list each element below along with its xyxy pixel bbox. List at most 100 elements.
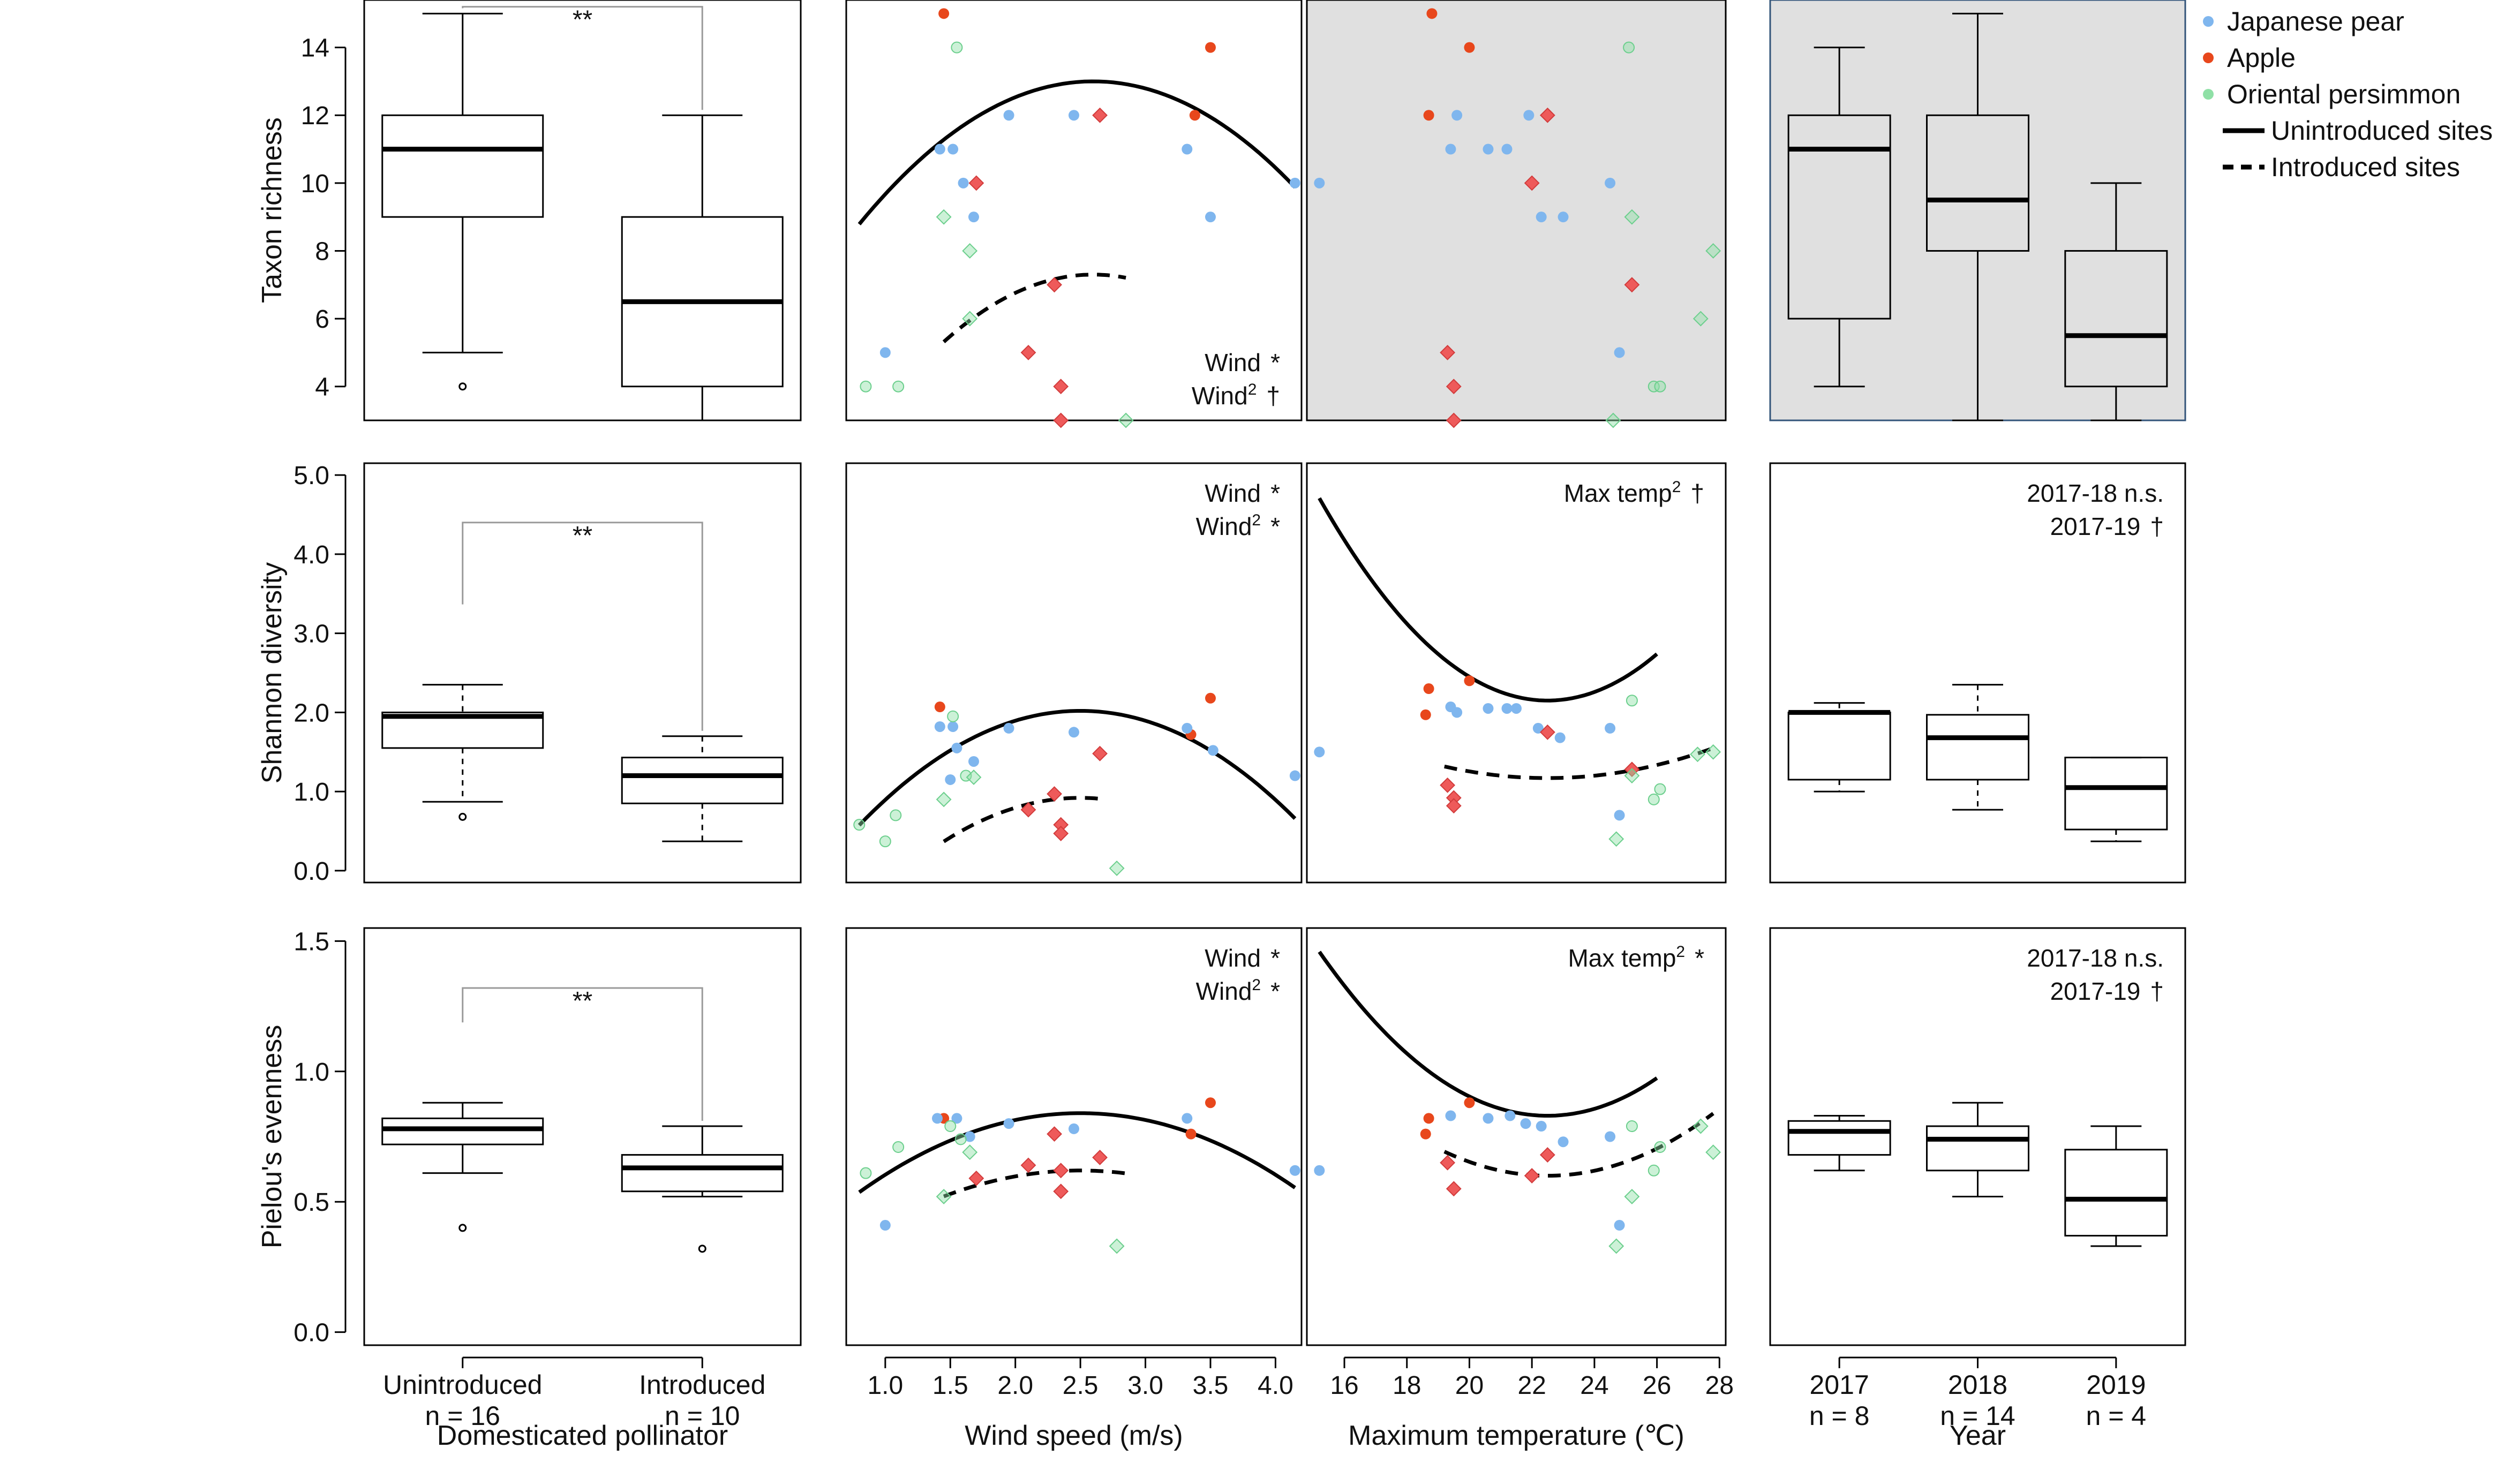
annotation-text: Wind2 *	[1196, 511, 1281, 540]
legend-label: Unintroduced sites	[2271, 116, 2493, 146]
x-tick-label: 2019	[2086, 1370, 2146, 1400]
annotation-text: 2017-18 n.s.	[2027, 479, 2164, 507]
data-point-introduced-apple	[1446, 798, 1462, 814]
x-tick-label: 2018	[1948, 1370, 2007, 1400]
x-tick-label: 18	[1393, 1371, 1421, 1400]
boxes-pollinator-evenness: **	[381, 987, 784, 1253]
data-point-pear	[1614, 347, 1625, 358]
data-point-apple	[1189, 110, 1200, 121]
boxes-year-richness	[1787, 12, 2168, 421]
legend: Japanese pear Apple Oriental persimmon Unin…	[2203, 6, 2493, 182]
bracket-line	[462, 987, 703, 1121]
annotation-text: Max temp2 *	[1568, 943, 1704, 972]
data-point-introduced-apple	[1539, 1147, 1555, 1163]
legend-item: Japanese pear	[2203, 6, 2404, 36]
box-introduced	[621, 114, 784, 421]
box-body	[381, 711, 544, 749]
y-tick-label: 5.0	[294, 462, 329, 490]
data-point-apple	[1423, 110, 1434, 121]
y-axis-label: Shannon diversity	[257, 562, 288, 783]
data-point-introduced-persimmon	[1608, 831, 1624, 847]
x-axis-col-2: 16 18 20 22 24 26 28 Maximum temperature (℃)	[1330, 1356, 1734, 1451]
annotation-text: Wind *	[1205, 479, 1280, 507]
box-outlier	[698, 1245, 706, 1253]
annotation-temp-evenness: Max temp2 *	[1568, 943, 1704, 972]
legend-label: Japanese pear	[2227, 6, 2404, 36]
data-point-persimmon	[879, 835, 891, 848]
annotation-wind-shannon: Wind * Wind2 *	[1196, 479, 1281, 540]
box-outlier	[458, 382, 467, 391]
data-point-pear	[1614, 810, 1625, 821]
data-point-pear	[1501, 703, 1513, 714]
data-point-introduced-apple	[1053, 412, 1069, 428]
panel-temp-evenness	[1306, 927, 1727, 1346]
data-point-pear	[932, 1113, 943, 1124]
data-point-apple	[1205, 1097, 1216, 1108]
annotation-temp-shannon: Max temp2 †	[1564, 478, 1704, 507]
box-body	[381, 1117, 544, 1145]
data-point-apple	[1464, 1097, 1475, 1108]
data-point-introduced-persimmon	[962, 311, 978, 327]
unintroduced-fit-curve	[857, 709, 1297, 827]
box-body	[2064, 1149, 2168, 1237]
data-point-pear	[1605, 1131, 1616, 1142]
data-point-pear	[1483, 1113, 1494, 1124]
x-tick-label: 3.0	[1127, 1371, 1163, 1400]
data-point-apple	[938, 8, 950, 19]
x-tick-label: Introduced	[639, 1370, 765, 1400]
data-point-pear	[1536, 212, 1547, 223]
box-2017	[1787, 702, 1891, 793]
x-axis-label: Domesticated pollinator	[437, 1420, 728, 1451]
data-point-persimmon	[1654, 1141, 1666, 1153]
box-2019	[2064, 757, 2168, 842]
data-point-pear	[1289, 177, 1300, 188]
legend-marker	[2203, 16, 2214, 27]
data-point-persimmon	[1654, 783, 1666, 795]
x-tick-label: 4.0	[1258, 1371, 1293, 1400]
data-point-introduced-apple	[968, 1170, 984, 1186]
annotation-text: Wind2 *	[1196, 976, 1281, 1005]
x-tick-label: 26	[1643, 1371, 1671, 1400]
data-point-pear	[1289, 770, 1300, 781]
significance-label: **	[573, 522, 592, 550]
panel-frame	[363, 0, 802, 421]
panel-temp-richness	[1306, 0, 1727, 421]
scatter-temp-shannon	[1314, 497, 1721, 847]
y-tick-label: 1.0	[294, 778, 329, 806]
data-point-introduced-apple	[1020, 1157, 1036, 1173]
legend-marker	[2203, 52, 2214, 63]
data-point-introduced-persimmon	[962, 243, 978, 259]
data-point-pear	[1182, 1113, 1193, 1124]
annotation-year-evenness: 2017-18 n.s. 2017-19 †	[2027, 944, 2164, 1005]
box-2019	[2064, 1125, 2168, 1247]
panel-temp-shannon	[1306, 462, 1727, 884]
box-introduced	[621, 735, 784, 842]
legend-item: Oriental persimmon	[2203, 79, 2461, 109]
boxes-pollinator-shannon: **	[381, 522, 784, 842]
y-axis-row-1: 0.0 1.0 2.0 3.0 4.0 5.0 Shannon diversity	[257, 462, 347, 886]
data-point-apple	[1464, 42, 1475, 53]
x-tick-label: n = 8	[1809, 1401, 1870, 1431]
boxes-pollinator-richness: **	[381, 6, 784, 421]
boxes-year-shannon	[1787, 684, 2168, 842]
data-point-pear	[1069, 1123, 1079, 1134]
data-point-persimmon	[853, 819, 866, 831]
annotation-text: Max temp2 †	[1564, 478, 1704, 507]
data-point-persimmon	[1626, 1120, 1638, 1133]
data-point-introduced-apple	[1020, 344, 1036, 360]
x-tick-label: n = 14	[1940, 1401, 2015, 1431]
data-point-pear	[1314, 1165, 1325, 1176]
y-tick-label: 1.0	[294, 1058, 329, 1087]
data-point-apple	[1205, 42, 1216, 53]
box-body	[1787, 114, 1891, 320]
data-point-apple	[1423, 683, 1434, 695]
boxes-year-evenness	[1787, 1102, 2168, 1247]
bracket-line	[462, 522, 703, 731]
annotation-wind-richness: Wind * Wind2 †	[1192, 349, 1280, 410]
data-point-pear	[1614, 1220, 1625, 1231]
legend-label: Introduced sites	[2271, 152, 2460, 182]
annotation-text: 2017-18 n.s.	[2027, 944, 2164, 972]
data-point-apple	[1420, 1128, 1431, 1140]
data-point-pear	[1451, 707, 1463, 718]
